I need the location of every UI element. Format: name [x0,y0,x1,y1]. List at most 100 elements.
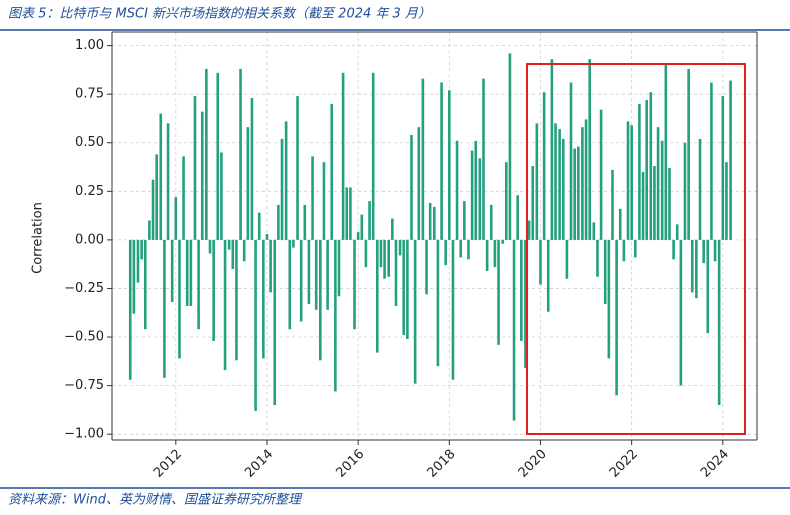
bar [672,239,675,260]
bar [353,239,356,330]
bar [349,187,352,240]
bar [432,206,436,240]
bar [611,169,614,240]
bar [413,239,417,384]
x-tick-label: 2012 [151,447,185,481]
bar [140,239,143,260]
bar [387,239,390,277]
bar [653,166,656,240]
bar [489,204,493,240]
bar [425,239,428,295]
bar [364,239,368,268]
bar [512,239,516,421]
bar [254,239,257,411]
y-tick-label: −1.00 [64,427,104,442]
y-tick-label: −0.25 [64,281,104,296]
bar [618,208,622,240]
plot-area: 1.00 0.75 0.50 0.25 0.00 −0.25 −0.50 −0.75 −1.00… [64,31,758,481]
bar [554,123,557,240]
bar [314,239,318,310]
bar [535,123,539,240]
bar [379,239,383,268]
bar [581,127,584,240]
bar [174,197,178,240]
bar [239,68,242,240]
bar [421,78,425,240]
y-tick-label: 0.25 [75,184,104,199]
bar [128,239,132,380]
bar [550,59,554,240]
bar [527,220,531,240]
bar [334,239,337,392]
bar [482,78,485,240]
bar [607,239,611,359]
bar [178,239,181,359]
bar [706,239,710,334]
bar [292,239,295,248]
y-tick-label: −0.50 [64,330,104,345]
bar [307,239,311,304]
bar [710,82,713,240]
bar [170,239,174,303]
bar [717,239,721,406]
highlight-box [526,63,746,435]
bar [603,239,607,304]
bar [478,158,482,240]
bar [182,156,185,240]
bar [638,103,641,240]
bar [725,162,728,240]
bar [356,232,360,240]
bar [558,129,561,240]
bar [185,239,189,306]
bar [698,138,702,240]
bar [148,220,151,240]
bar [277,204,280,240]
bar [166,123,170,240]
bar [322,162,326,240]
bar [262,239,265,359]
source-note: 资料来源：Wind、英为财情、国盛证券研究所整理 [8,492,303,508]
bar [690,239,694,293]
bar [508,53,512,240]
bar [280,138,284,240]
bar [664,65,668,240]
bar [216,72,220,240]
bar [455,140,459,240]
bar [246,127,250,240]
bar [687,68,690,240]
bar [212,239,215,341]
x-tick-label: 2016 [333,447,367,481]
bar [235,239,238,361]
bar [497,239,500,345]
bar [257,212,261,240]
x-tick-label: 2018 [425,447,459,481]
bar [675,224,679,240]
bar [368,201,371,240]
bar [406,239,409,339]
bar [561,138,565,240]
bar [702,239,705,264]
bar [132,239,136,314]
bar [337,239,341,297]
bar [573,148,576,240]
bar [713,239,717,262]
bar [205,68,208,240]
bar [151,179,155,240]
bar [284,121,288,240]
bar [269,239,272,293]
y-tick-label: 1.00 [75,38,104,53]
y-tick-label: 0.75 [75,87,104,102]
bar [679,239,683,386]
bar [163,239,166,378]
bar [470,150,474,240]
bar [641,171,645,240]
x-tick-label: 2022 [607,447,641,481]
bar [417,127,421,240]
bar [345,187,349,240]
bar [546,239,550,312]
bar [440,82,443,240]
bar [459,239,463,258]
bar [444,239,447,266]
bar [451,239,455,380]
